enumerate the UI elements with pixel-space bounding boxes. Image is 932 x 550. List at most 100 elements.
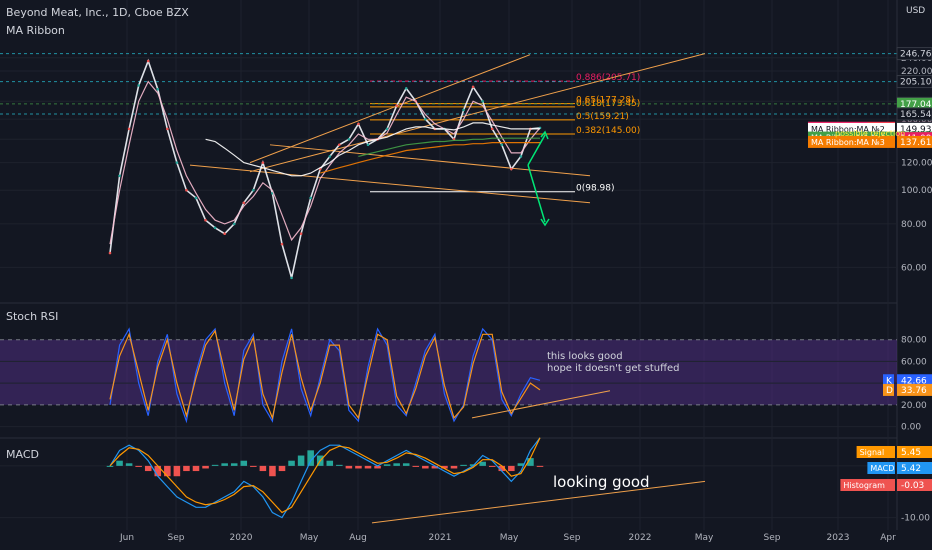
macd-legend-box [856,446,895,458]
price-axis-label: 149.93 [900,125,932,135]
fib-level-label: 0.382(145.00) [576,126,640,136]
macd-histogram-bar [250,465,257,467]
macd-value-signal: 5.45 [901,448,921,458]
x-tick-label: Sep [168,533,185,543]
macd-value-box [897,479,932,491]
macd-line-signal [109,437,541,514]
price-point [127,127,131,131]
macd-legend-box [840,479,895,491]
price-point [357,122,360,126]
price-point [204,218,207,222]
price-point [118,174,121,178]
price-point [108,251,112,255]
stoch-legend-k: K [886,376,893,386]
macd-histogram-bar [173,465,181,477]
macd-histogram-bar [383,464,391,466]
macd-value-box [897,462,932,474]
projection-arrow [527,134,546,223]
main-y-tick-label: 60.00 [901,263,927,273]
macd-histogram-bar [202,465,209,469]
x-tick-label: Aug [349,533,367,543]
macd-histogram-bar [288,460,295,466]
macd-histogram-bar [393,463,400,466]
macd-histogram-bar [431,465,439,469]
macd-histogram-bar [498,465,506,472]
x-tick-label: Jun [119,533,134,543]
price-point [166,127,169,131]
main-y-tick-label: 120.00 [901,159,932,169]
stoch-legend-box [883,374,894,387]
price-axis-label-box [896,107,932,121]
price-point [481,100,484,103]
fib-level-label: 0.65(177.28) [576,96,635,106]
macd-histogram-bar [326,460,334,466]
price-point [194,196,198,200]
projection-arrowhead [540,130,550,227]
x-tick-label: Sep [764,533,781,543]
macd-histogram-bar [221,463,228,466]
macd-histogram-bar [116,460,123,466]
stoch-value-box [897,374,932,387]
price-point [424,117,427,121]
macd-note: looking good [553,473,650,491]
macd-histogram-bar [307,450,314,466]
macd-histogram-bar [192,465,200,472]
x-tick-label: May [695,533,714,543]
macd-histogram-bar [527,458,534,466]
series-line-bynd [109,58,541,279]
ma-ribbon-indicator-title: MA Ribbon [6,24,65,37]
fib-level-label: 0.886(205.71) [576,73,640,83]
stoch-rsi-title: Stoch RSI [6,310,59,323]
main-y-tick-label: 100.00 [901,186,932,196]
macd-title: MACD [6,448,39,461]
macd-histogram-bar [183,465,190,472]
stoch-y-tick-label: 0.00 [901,423,921,433]
macd-histogram-bar [230,463,238,466]
trend-line [249,54,531,164]
main-y-tick-label: 220.00 [901,67,932,77]
ma-label-ma-ribbon-ma-2: MA Ribbon:MA №2 [811,125,885,134]
macd-histogram-bar [135,465,142,467]
price-point [252,188,255,192]
macd-y-tick-label: -10.00 [901,514,930,524]
ma-label-box [808,135,895,148]
x-tick-label: Apr [880,533,896,543]
price-point [156,87,160,91]
stoch-value-k: 42.66 [901,376,927,386]
price-axis-label: 137.61 [900,138,932,148]
price-point [385,127,389,131]
macd-legend-box [867,462,895,474]
ma-label-ma-ribbon-ma-3: MA Ribbon:MA №3 [811,138,885,147]
price-point [185,188,188,192]
price-axis-label-box [896,75,932,89]
price-axis-label: 205.10 [900,78,932,88]
price-point [500,143,504,147]
chart-title: Beyond Meat, Inc., 1D, Cboe BZX [6,6,189,19]
macd-histogram-bar [106,465,114,467]
price-point [242,201,246,205]
stoch-band [0,339,897,405]
stoch-trend-line [471,390,611,419]
macd-histogram-bar [508,465,515,472]
macd-histogram-bar [488,465,496,467]
stoch-legend-d: D [886,386,893,396]
macd-histogram-bar [278,465,286,472]
x-tick-label: 2022 [629,533,652,543]
price-point [223,232,226,235]
price-axis-label-box [897,135,932,148]
price-point [347,138,351,141]
price-point [490,127,494,131]
macd-line-macd [109,437,541,519]
macd-histogram-bar [364,465,372,469]
macd-histogram-bar [211,464,219,466]
stoch-line-k [109,327,541,424]
price-point [471,85,475,89]
macd-histogram-bar [125,463,133,466]
stoch-note-line1: this looks good [547,351,623,362]
price-point [519,155,523,158]
series-line-ma-ribbon-ma-2 [205,122,540,177]
price-point [462,108,465,112]
fib-level-label: 0(98.98) [576,184,615,194]
price-point [366,143,370,147]
macd-value-box [897,446,932,458]
